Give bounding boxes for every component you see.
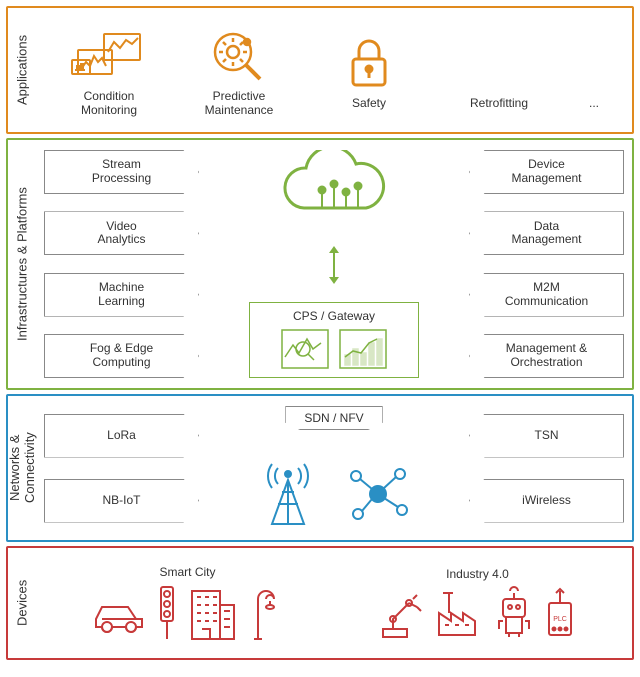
monitoring-icon xyxy=(70,26,148,86)
building-icon xyxy=(188,583,238,641)
net-right-tags: TSN iWireless xyxy=(469,406,624,530)
magnify-gear-icon xyxy=(209,26,269,86)
layer-networks: Networks & Connectivity LoRa NB-IoT SDN … xyxy=(6,394,634,542)
app-label: ... xyxy=(589,97,599,111)
app-safety: Safety xyxy=(319,33,419,111)
net-center: SDN / NFV xyxy=(207,406,461,530)
car-icon xyxy=(92,591,146,641)
tag-stream-processing: StreamProcessing xyxy=(44,150,199,194)
double-arrow-icon xyxy=(333,251,335,279)
layer-label-applications: Applications xyxy=(8,8,36,132)
bar-trend-icon xyxy=(339,329,387,369)
plc-icon: PLC xyxy=(543,585,577,639)
lock-icon xyxy=(347,33,391,93)
svg-text:PLC: PLC xyxy=(553,616,567,623)
layer-label-devices: Devices xyxy=(8,548,36,658)
tag-nbiot: NB-IoT xyxy=(44,479,199,523)
app-label: ConditionMonitoring xyxy=(81,90,137,118)
infra-right-tags: DeviceManagement DataManagement M2MCommu… xyxy=(469,150,624,378)
street-lamp-icon xyxy=(248,583,284,641)
tag-orchestration: Management &Orchestration xyxy=(469,334,624,378)
app-predictive-maintenance: PredictiveMaintenance xyxy=(189,26,289,118)
robot-icon xyxy=(495,585,533,639)
antenna-icon xyxy=(258,454,318,526)
tag-iwireless: iWireless xyxy=(469,479,624,523)
cps-label: CPS / Gateway xyxy=(293,309,375,323)
net-left-tags: LoRa NB-IoT xyxy=(44,406,199,530)
layer-label-infrastructures: Infrastructures & Platforms xyxy=(8,140,36,388)
layer-infrastructures: Infrastructures & Platforms StreamProces… xyxy=(6,138,634,390)
layer-label-networks: Networks & Connectivity xyxy=(8,396,36,540)
traffic-light-icon xyxy=(156,583,178,641)
layer-devices: Devices Smart City xyxy=(6,546,634,660)
app-label: PredictiveMaintenance xyxy=(205,90,274,118)
line-magnify-icon xyxy=(281,329,329,369)
layer-applications: Applications ConditionMonitoring xyxy=(6,6,634,134)
app-retrofitting: Retrofitting xyxy=(449,33,549,111)
sdn-nfv-box: SDN / NFV xyxy=(285,406,382,430)
infra-left-tags: StreamProcessing VideoAnalytics MachineL… xyxy=(44,150,199,378)
infra-center: CPS / Gateway xyxy=(207,150,461,378)
tag-lora: LoRa xyxy=(44,414,199,458)
network-star-icon xyxy=(346,462,410,526)
cloud-iot-icon xyxy=(274,150,394,228)
app-label: Safety xyxy=(352,97,386,111)
tag-tsn: TSN xyxy=(469,414,624,458)
tag-data-mgmt: DataManagement xyxy=(469,211,624,255)
app-label: Retrofitting xyxy=(470,97,528,111)
tag-m2m: M2MCommunication xyxy=(469,273,624,317)
tag-video-analytics: VideoAnalytics xyxy=(44,211,199,255)
cps-gateway-box: CPS / Gateway xyxy=(249,302,419,378)
app-condition-monitoring: ConditionMonitoring xyxy=(59,26,159,118)
tag-machine-learning: MachineLearning xyxy=(44,273,199,317)
iot-stack-diagram: Applications ConditionMonitoring xyxy=(0,0,640,677)
robot-arm-icon xyxy=(379,585,425,639)
device-group-smart-city: Smart City xyxy=(92,565,284,641)
tag-device-mgmt: DeviceManagement xyxy=(469,150,624,194)
app-more: ... xyxy=(579,33,609,111)
group-title: Industry 4.0 xyxy=(446,567,509,581)
tag-fog-edge: Fog & EdgeComputing xyxy=(44,334,199,378)
device-group-industry: Industry 4.0 PLC xyxy=(379,567,577,639)
factory-icon xyxy=(435,585,485,639)
applications-row: ConditionMonitoring PredictiveMaintenanc… xyxy=(36,8,632,132)
group-title: Smart City xyxy=(159,565,215,579)
